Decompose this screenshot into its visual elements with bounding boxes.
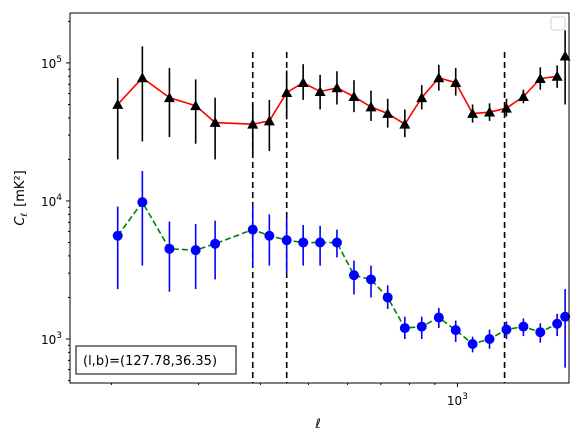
series-1-triangle-point [281, 87, 293, 97]
series-2-circle-point [281, 235, 292, 246]
plot-frame [69, 12, 570, 384]
series-2-circle-point [433, 312, 444, 323]
legend-box[interactable] [550, 16, 566, 31]
series-2-circle-point [560, 311, 571, 322]
annotation-box: (l,b)=(127.78,36.35) [75, 345, 237, 375]
series-2-circle-point [348, 270, 359, 281]
plot-marks [66, 20, 571, 387]
series-1-triangle-point [467, 108, 479, 118]
svg-text:Cℓ[mK²]: Cℓ [mK²] [13, 170, 30, 225]
series-2-circle-point [315, 237, 326, 248]
y-tick-label-base: 10 [41, 57, 56, 71]
series-1-triangle-point [382, 108, 394, 118]
series-2-circle-point [382, 292, 393, 303]
series-1-triangle-point [263, 115, 275, 126]
series-2-circle-point [298, 237, 309, 248]
series-2-circle-point [247, 224, 258, 235]
series-1-triangle-point [365, 101, 377, 112]
y-axis-label-main: C [13, 216, 28, 226]
y-axis-label-unit: [mK²] [13, 170, 28, 207]
series-1-line [117, 75, 558, 126]
series-1-triangle-point [551, 70, 563, 81]
series-2-circle-point [535, 327, 546, 338]
series-1-triangle-point [297, 77, 309, 88]
series-1-triangle-point [209, 117, 221, 127]
series-1-triangle-point [163, 92, 175, 103]
series-1-triangle-point [559, 50, 571, 61]
series-1-triangle-point [450, 77, 462, 88]
y-tick-label-exponent: 5 [56, 55, 62, 65]
series-2-circle-point [467, 338, 478, 349]
series-1-triangle-point [484, 106, 496, 117]
series-1-triangle-point [517, 91, 529, 102]
y-tick-label-exponent: 4 [56, 193, 62, 203]
y-tick-label-exponent: 3 [56, 331, 62, 341]
series-2-circle-point [416, 321, 427, 332]
series-1-triangle-point [136, 72, 148, 83]
series-2-circle-point [450, 325, 461, 336]
series-2-circle-point [264, 230, 275, 241]
series-2-circle-point [552, 318, 563, 329]
series-1-triangle-point [500, 102, 512, 113]
series-2-circle-point [484, 334, 495, 345]
series-1-triangle-point [112, 98, 124, 109]
series-2-circle-point [137, 197, 148, 208]
series-2-circle-point [210, 238, 221, 249]
x-tick-label-exponent: 3 [462, 392, 468, 402]
series-1-triangle-point [331, 82, 343, 93]
series-2-circle-point [112, 230, 123, 241]
series-2-circle-point [399, 323, 410, 334]
series-1-triangle-point [314, 86, 326, 96]
series-1-triangle-point [247, 118, 259, 129]
x-tick-label-base: 10 [447, 394, 462, 408]
series-1-triangle-point [416, 92, 428, 103]
y-tick-label-5: 105 [41, 55, 62, 71]
series-1-triangle-point [433, 72, 445, 83]
y-tick-label-base: 10 [41, 333, 56, 347]
series-2-circle-point [501, 324, 512, 335]
series-2-circle-point [190, 245, 201, 256]
y-tick-label-base: 10 [41, 195, 56, 209]
series-2-circle-point [518, 321, 529, 332]
annotation-text: (l,b)=(127.78,36.35) [83, 354, 217, 369]
y-tick-label-3: 103 [41, 331, 62, 347]
series-1-triangle-point [534, 73, 546, 83]
series-2-circle-point [331, 237, 342, 248]
y-axis-label: Cℓ [mK²] [13, 170, 30, 225]
x-axis-label: ℓ [314, 417, 320, 432]
series-2-circle-point [164, 243, 175, 254]
y-axis-label-sub: ℓ [20, 213, 30, 218]
y-tick-label-4: 104 [41, 193, 62, 209]
series-2-circle-point [366, 274, 377, 285]
x-tick-label-3: 103 [447, 392, 468, 408]
annotation-frame [75, 345, 237, 375]
series-1-triangle-point [348, 91, 360, 102]
series-1-triangle-point [190, 100, 202, 111]
series-1-triangle-point [399, 118, 411, 129]
